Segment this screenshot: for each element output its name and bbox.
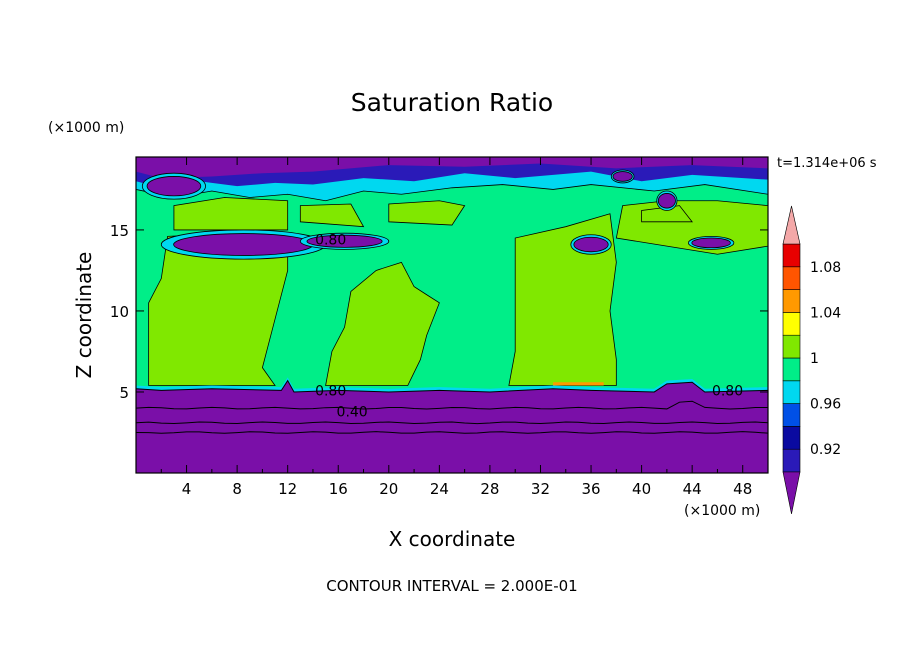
colorbar-segment (782, 334, 801, 359)
x-tick-label: 24 (430, 480, 449, 498)
colorbar-label: 1.08 (810, 260, 841, 276)
contour-label-2: 0.80 (315, 383, 346, 399)
colorbar-segment (782, 403, 801, 427)
supersaturated-region-3 (508, 213, 617, 386)
x-tick-label: 48 (733, 480, 752, 498)
x-tick-label: 8 (232, 480, 242, 498)
contour-label-3: 0.40 (337, 404, 368, 420)
colorbar-segment (782, 312, 801, 336)
x-axis-label-text: X coordinate (388, 527, 516, 551)
x-axis-label: X coordinate (0, 527, 904, 551)
contour-line-3 (136, 431, 768, 434)
colorbar-segment (782, 380, 801, 404)
x-tick-label: 28 (480, 480, 499, 498)
x-axis-units: (×1000 m) (684, 503, 761, 519)
dry-pocket-3km-core (146, 176, 202, 197)
colorbar-label: 1.04 (810, 305, 841, 321)
dry-layer-14km-b-core (306, 234, 383, 248)
x-tick-label: 16 (329, 480, 348, 498)
supersaturated-region-2 (325, 261, 440, 386)
y-axis-units: (×1000 m) (48, 120, 125, 136)
colorbar-segment (782, 243, 801, 268)
x-tick-label: 44 (683, 480, 702, 498)
dry-pocket-45km-core (691, 237, 731, 249)
dry-pocket-42km-core (657, 193, 676, 209)
local-maximum-strip (553, 382, 604, 386)
supersaturated-region-6 (388, 200, 466, 226)
chart-title: Saturation Ratio (350, 88, 554, 117)
dry-pocket-38km-core (612, 171, 633, 182)
x-tick-label: 12 (278, 480, 297, 498)
x-tick-label: 32 (531, 480, 550, 498)
colorbar-label: 1 (810, 351, 819, 367)
plot-area: 0.80 0.80 0.40 0.80 (136, 157, 768, 473)
x-tick-label: 4 (182, 480, 192, 498)
colorbar-segment (782, 289, 801, 313)
colorbar-label: 0.96 (810, 397, 841, 413)
x-tick-label: 40 (632, 480, 651, 498)
supersaturated-region-7 (299, 203, 365, 228)
supersaturated-region-8 (641, 205, 693, 223)
y-tick-label: 5 (119, 384, 129, 402)
colorbar-segment (782, 266, 801, 290)
plot-frame (135, 156, 769, 474)
x-tick-label: 36 (581, 480, 600, 498)
colorbar: 1.08 1.04 1 0.96 0.92 (782, 205, 841, 515)
colorbar-lower-triangle (782, 471, 801, 515)
y-tick-label: 15 (110, 222, 129, 240)
colorbar-segment (782, 448, 801, 473)
x-tick-label: 20 (379, 480, 398, 498)
colorbar-upper-triangle (782, 205, 801, 245)
upper-dry-layer-core (136, 157, 768, 179)
contour-line-1 (136, 400, 768, 410)
contour-line-2 (136, 421, 768, 425)
lower-subsaturated-layer (136, 379, 768, 473)
colorbar-label: 0.92 (810, 442, 841, 458)
contour-interval-footer: CONTOUR INTERVAL = 2.000E-01 (326, 577, 578, 595)
supersaturated-region-5 (173, 197, 289, 231)
colorbar-segment (782, 426, 801, 450)
contour-label-4: 0.80 (712, 383, 743, 399)
contour-label-1: 0.80 (315, 233, 346, 249)
dry-layer-14km-a-core (173, 233, 314, 256)
colorbar-segment (782, 357, 801, 382)
plot-border (135, 156, 769, 474)
y-tick-label: 10 (110, 303, 129, 321)
dry-pocket-36km-core (573, 236, 609, 253)
time-label: t=1.314e+06 s (777, 156, 877, 171)
